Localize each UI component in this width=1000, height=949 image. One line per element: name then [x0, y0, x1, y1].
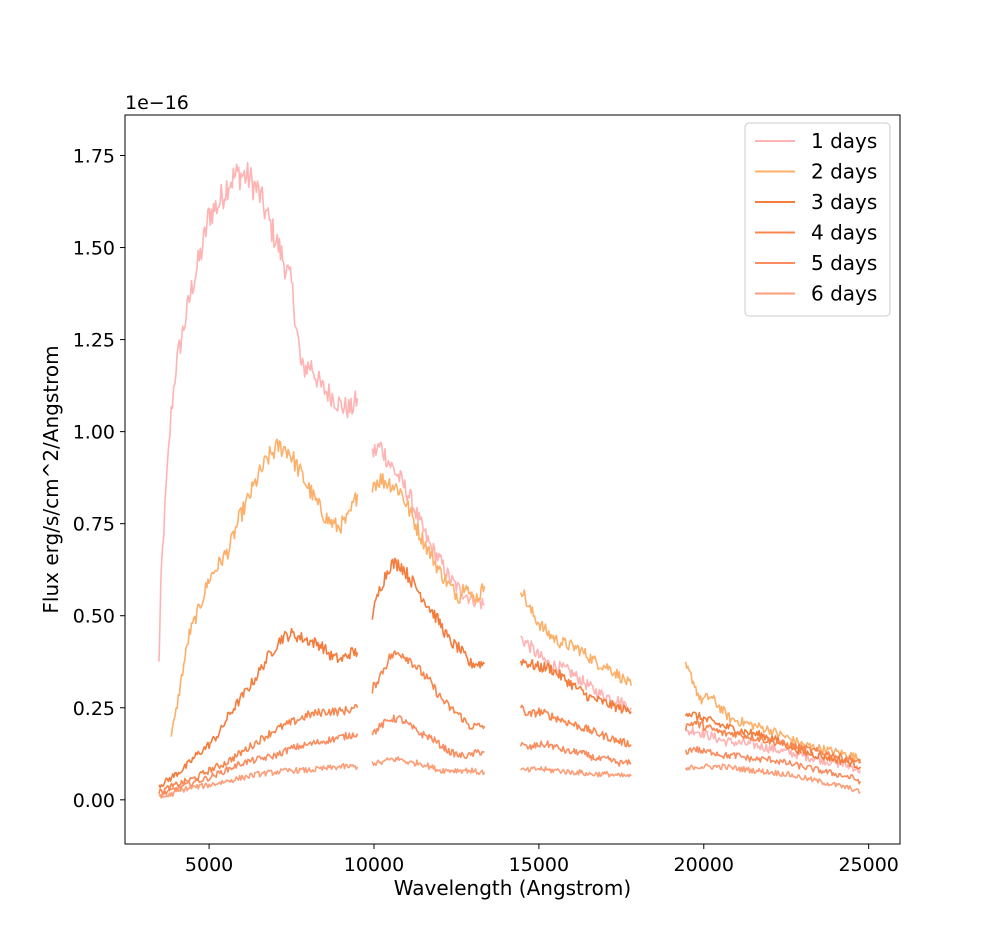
series-5-line-segment-3	[519, 740, 632, 767]
series-6	[158, 756, 861, 799]
x-axis: 5000 10000 15000 20000 25000	[185, 844, 899, 876]
series-layer	[158, 161, 862, 799]
series-3-line-segment-2	[371, 557, 486, 669]
series-2-line-segment-1	[170, 438, 359, 737]
y-tick-label: 1.00	[73, 422, 115, 444]
series-3-line-segment-3	[519, 658, 632, 715]
series-6-line-segment-4	[684, 763, 861, 794]
y-tick-label: 0.75	[73, 514, 115, 536]
x-tick-label: 20000	[674, 854, 734, 876]
series-5-line-segment-4	[684, 745, 862, 785]
series-3-line-segment-1	[158, 627, 359, 789]
x-tick-label: 10000	[344, 854, 404, 876]
series-2	[170, 438, 862, 764]
x-tick-label: 5000	[185, 854, 233, 876]
legend-label-4: 4 days	[811, 221, 877, 245]
y-tick-label: 1.25	[73, 330, 115, 352]
series-6-line-segment-2	[371, 756, 486, 776]
y-axis-label: Flux erg/s/cm^2/Angstrom	[39, 345, 63, 613]
y-axis: 0.00 0.25 0.50 0.75 1.00 1.25 1.50 1.75	[73, 146, 125, 812]
series-1-line-segment-4	[684, 726, 862, 774]
legend-label-3: 3 days	[811, 190, 877, 214]
y-tick-label: 0.00	[73, 790, 115, 812]
series-4-line-segment-2	[371, 650, 486, 730]
series-6-line-segment-3	[520, 766, 632, 778]
series-3	[158, 557, 862, 789]
series-1	[158, 161, 862, 774]
x-axis-label: Wavelength (Angstrom)	[394, 876, 631, 900]
series-6-line-segment-1	[158, 763, 359, 799]
x-tick-label: 15000	[509, 854, 569, 876]
series-4	[158, 650, 862, 795]
legend-label-5: 5 days	[811, 251, 877, 275]
legend-label-6: 6 days	[811, 282, 877, 306]
y-tick-label: 1.50	[73, 238, 115, 260]
plot-area-frame	[124, 114, 901, 845]
y-tick-label: 1.75	[73, 146, 115, 168]
x-tick-label: 25000	[838, 854, 898, 876]
series-4-line-segment-1	[158, 704, 359, 795]
series-1-line-segment-2	[371, 441, 485, 610]
series-3-line-segment-4	[684, 711, 862, 770]
series-2-line-segment-3	[519, 589, 632, 686]
series-1-line-segment-1	[158, 161, 359, 662]
series-5-line-segment-2	[371, 714, 485, 759]
series-4-line-segment-4	[684, 719, 862, 765]
legend-label-2: 2 days	[811, 160, 877, 184]
y-tick-label: 0.50	[73, 606, 115, 628]
series-2-line-segment-2	[371, 473, 486, 605]
y-axis-offset-text: 1e−16	[125, 92, 189, 114]
series-4-line-segment-3	[519, 704, 632, 748]
legend: 1 days 2 days 3 days 4 days 5 days 6 days	[744, 122, 891, 317]
y-tick-label: 0.25	[73, 698, 115, 720]
legend-label-1: 1 days	[811, 129, 877, 153]
